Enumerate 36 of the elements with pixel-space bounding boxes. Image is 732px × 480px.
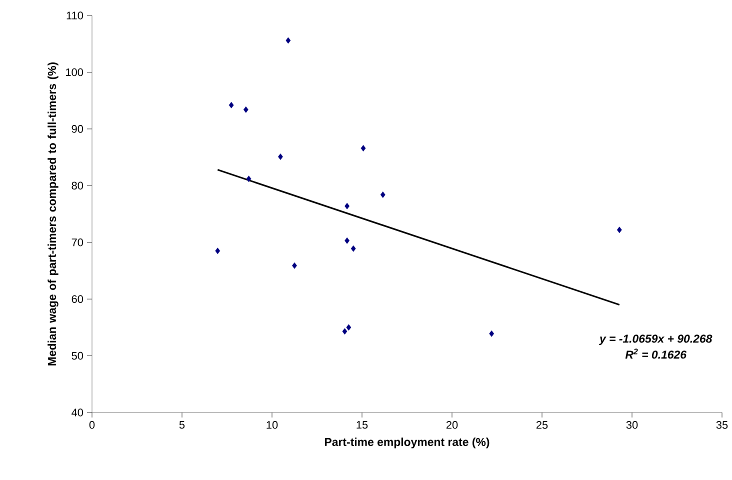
x-tick-label: 5 [179,421,185,429]
point [346,324,352,331]
point [342,328,348,335]
point [292,262,297,269]
x-tick-label: 30 [626,421,638,429]
y-tick-label: 50 [72,352,84,360]
point [278,154,283,160]
point [215,248,220,254]
y-tick-label: 70 [72,238,84,246]
point [380,192,386,198]
y-axis-title: Median wage of part-timers compared to full-timers (%) [48,62,58,366]
point [228,102,234,108]
y-tick-label: 60 [72,295,84,303]
x-tick-label: 20 [446,421,458,429]
point [344,237,350,244]
annotation: y = -1.0659x + 90.268 [599,334,712,346]
annotation: R$^{2}$ = 0.1626 [625,348,687,359]
y-tick-label: 100 [66,68,84,76]
point [344,202,350,210]
point [616,226,622,234]
point [360,145,366,152]
x-axis-title: Part-time employment rate (%) [325,438,490,448]
y-tick-label: 90 [72,125,84,133]
x-tick-label: 25 [536,421,548,429]
y-tick-label: 110 [66,12,84,20]
x-tick-label: 35 [716,421,728,429]
x-tick-label: 10 [266,421,278,429]
point [286,37,291,44]
x-tick-label: 0 [89,421,95,429]
x-tick-label: 15 [356,421,368,429]
point [350,245,356,252]
point [246,176,252,182]
point [489,330,494,337]
y-tick-label: 80 [72,182,84,190]
y-tick-label: 40 [72,408,84,416]
point [243,106,248,113]
